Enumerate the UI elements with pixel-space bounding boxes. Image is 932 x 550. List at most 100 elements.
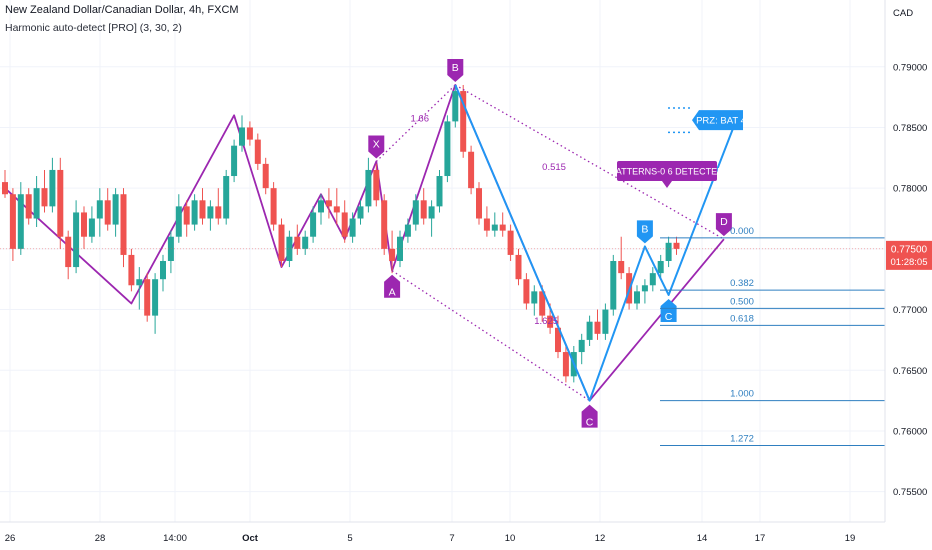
detected-badge-box — [617, 161, 717, 181]
pattern-line-blue — [454, 84, 737, 402]
candle-body — [183, 206, 190, 225]
symbol-title[interactable]: New Zealand Dollar/Canadian Dollar, 4h, … — [5, 4, 239, 16]
candle — [357, 200, 364, 225]
candle-body — [286, 236, 293, 261]
candle-body — [523, 279, 530, 304]
ratio-label: 0.515 — [542, 162, 566, 173]
ratio-connector — [375, 84, 456, 162]
pivot-label-b: B — [447, 58, 464, 82]
ratio-label: 1.66 — [411, 113, 430, 124]
y-tick-label: 0.76500 — [893, 366, 927, 377]
candle — [96, 188, 103, 237]
candle — [365, 157, 372, 213]
candle — [2, 169, 8, 198]
pivot-marker — [581, 404, 598, 428]
candle-body — [333, 206, 340, 213]
candle — [634, 285, 640, 310]
candle — [120, 188, 127, 268]
candle-body — [2, 182, 8, 195]
candle — [73, 200, 80, 274]
x-tick-label: 28 — [95, 533, 106, 544]
candle-body — [175, 206, 182, 237]
candle-body — [539, 291, 546, 316]
candle-body — [128, 254, 135, 286]
candle — [152, 273, 159, 334]
candle — [25, 188, 32, 225]
candle — [531, 285, 538, 316]
candle — [444, 115, 451, 183]
candle-body — [73, 212, 80, 268]
candle-body — [65, 236, 72, 268]
pivot-marker — [715, 213, 732, 237]
candle — [88, 206, 95, 243]
candle — [136, 267, 143, 310]
pivot-text: B — [452, 62, 459, 74]
candle-body — [81, 212, 87, 237]
candle — [389, 230, 396, 274]
candle-body — [555, 327, 561, 353]
candle — [412, 194, 419, 231]
candle — [223, 169, 230, 225]
candle-body — [25, 194, 32, 219]
candle-body — [349, 218, 356, 237]
candle — [491, 212, 498, 237]
y-tick-label: 0.76000 — [893, 426, 927, 437]
candle-body — [96, 200, 103, 219]
candle-body — [515, 254, 522, 280]
fib-label: 0.382 — [730, 278, 754, 289]
candle — [191, 194, 198, 231]
x-tick-label: 17 — [755, 533, 766, 544]
candle — [270, 182, 277, 231]
prz-label-box — [692, 110, 743, 131]
pivot-text: X — [373, 138, 380, 150]
time-axis[interactable]: 26 28 14:00 Oct 5 7 10 12 14 17 19 — [0, 521, 885, 544]
pivot-label-x: X — [368, 135, 385, 159]
candle-body — [357, 206, 364, 219]
candle-body — [365, 169, 372, 207]
pivot-text: A — [389, 287, 396, 299]
fib-label: 0.618 — [730, 313, 754, 324]
candle — [649, 267, 656, 292]
pivot-marker — [636, 220, 653, 244]
candle-body — [483, 218, 490, 231]
candle-body — [373, 169, 380, 201]
candle-body — [412, 200, 419, 225]
candle-body — [618, 261, 625, 274]
candle — [49, 157, 56, 213]
candle — [373, 163, 380, 207]
candle — [594, 309, 601, 340]
candle-body — [152, 279, 159, 316]
candle — [302, 230, 309, 255]
candle — [175, 194, 182, 243]
candle-body — [341, 212, 348, 237]
candle-body — [657, 261, 664, 274]
candle — [318, 194, 324, 225]
pivot-marker — [660, 298, 677, 322]
candle-body — [404, 224, 411, 237]
last-price-box — [886, 240, 932, 270]
indicator-title[interactable]: Harmonic auto-detect [PRO] (3, 30, 2) — [5, 22, 182, 34]
candle — [9, 188, 16, 261]
last-price-badge: 0.77500 01:28:05 — [886, 240, 932, 270]
candle — [57, 157, 64, 249]
x-tick-label: 5 — [347, 533, 352, 544]
patterns-detected-badge: PATTERNS-0 6 DETECTED — [610, 161, 724, 188]
candle — [160, 254, 166, 292]
candle-body — [246, 127, 253, 140]
candle — [499, 212, 506, 237]
candle-body — [673, 242, 680, 249]
y-tick-label: 0.78000 — [893, 184, 927, 195]
fib-label: 1.000 — [730, 389, 754, 400]
candle-body — [499, 224, 506, 231]
candle — [657, 254, 664, 280]
candle — [428, 200, 435, 237]
candle-body — [160, 261, 166, 280]
x-tick-label: Oct — [242, 533, 259, 544]
pivot-text: D — [720, 216, 728, 228]
candle — [167, 230, 174, 274]
price-axis[interactable]: CAD0.755000.760000.765000.770000.775000.… — [884, 0, 932, 522]
ratio-connector — [391, 270, 590, 402]
candle — [286, 230, 293, 268]
x-tick-label: 14 — [697, 533, 708, 544]
